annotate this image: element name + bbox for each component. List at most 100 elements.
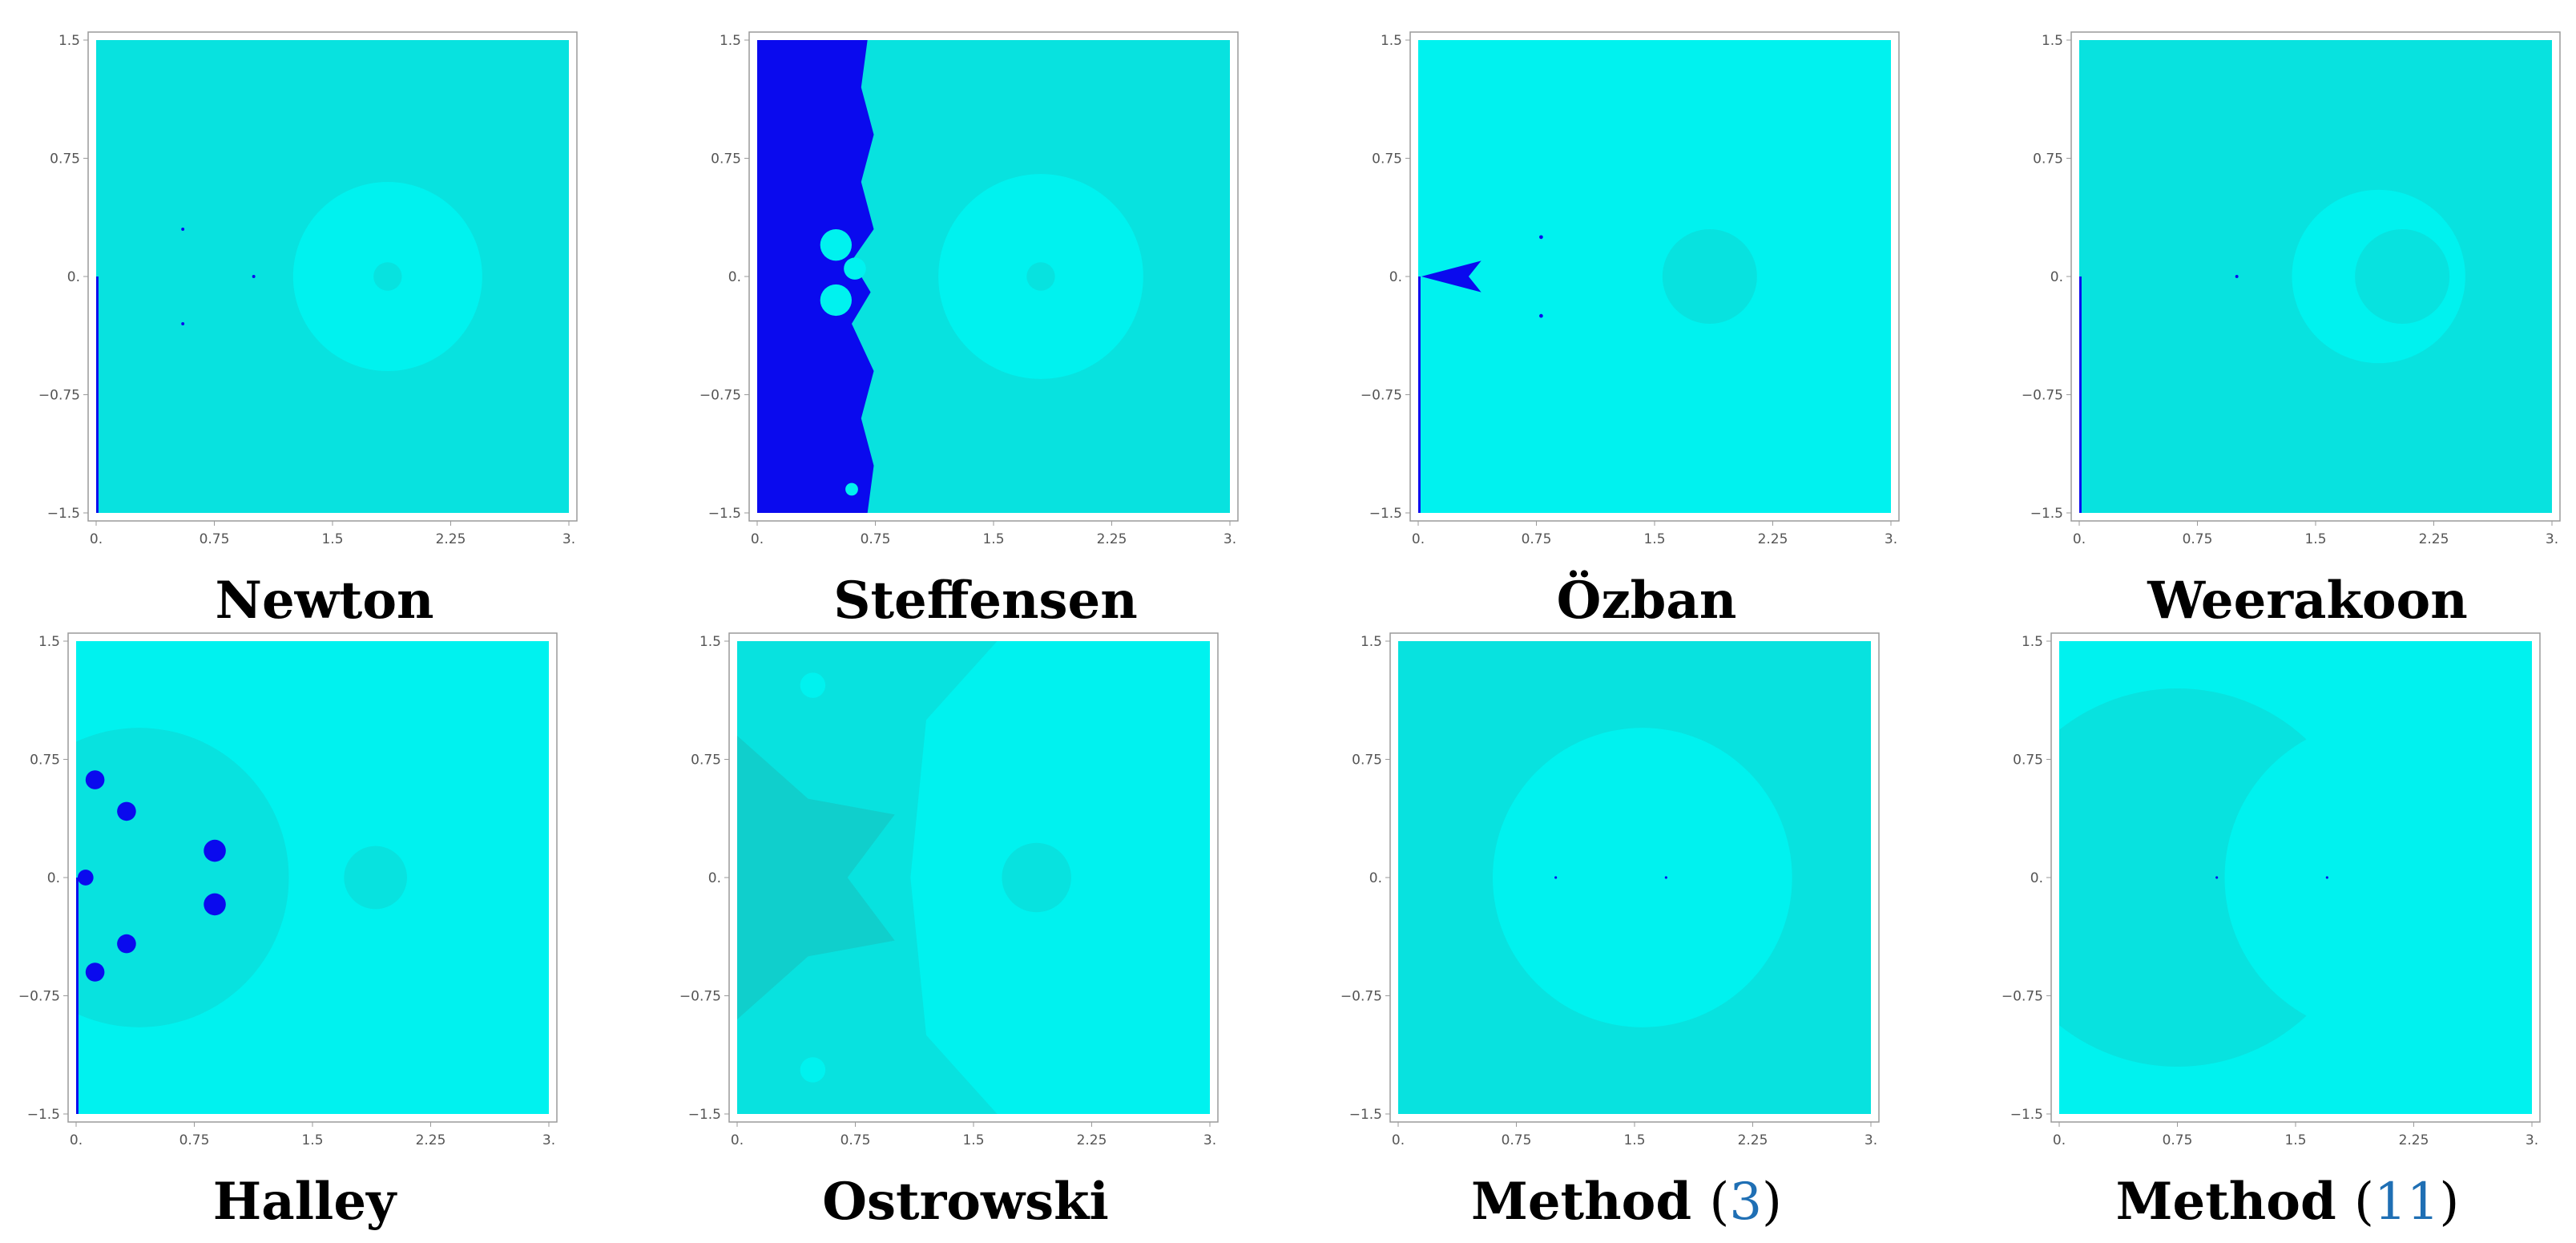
divergence-region	[85, 963, 105, 982]
basin-region	[1026, 262, 1055, 291]
caption-title: Method	[2115, 1172, 2336, 1232]
basin-panel-newton: 0. 0.75 1.5 2.25 3. 1.5 0.75 0. −0.75 −1.5 Newton	[38, 24, 637, 631]
basin-image	[1418, 40, 1891, 513]
basin-region	[76, 728, 289, 1027]
caption-ozban: Özban	[1366, 571, 1927, 631]
x-tick-label: 0.75	[861, 531, 891, 547]
x-tick-label: 0.	[70, 1132, 83, 1148]
divergence-region	[181, 228, 185, 231]
weerakoon-plot: 0. 0.75 1.5 2.25 3. 1.5 0.75 0. −0.75 −1.5	[2022, 31, 2561, 547]
caption-steffensen: Steffensen	[705, 571, 1266, 631]
y-tick-label: −1.5	[1349, 1107, 1382, 1123]
y-tick-label: 0.	[47, 870, 60, 886]
basin-region	[1002, 842, 1071, 913]
basin-panel-ostrowski: 0. 0.75 1.5 2.25 3. 1.5 0.75 0. −0.75 −1.5 Ostrow…	[679, 625, 1278, 1232]
y-tick-label: 0.	[67, 269, 80, 285]
caption-title: Halley	[212, 1172, 397, 1232]
basin-region	[844, 257, 866, 280]
method-11-plot: 0. 0.75 1.5 2.25 3. 1.5 0.75 0. −0.75 −1.5	[2002, 632, 2541, 1148]
divergence-region	[85, 770, 105, 789]
x-tick-label: 1.5	[1643, 531, 1665, 547]
y-tick-label: −1.5	[47, 506, 80, 522]
basin-background	[1418, 40, 1891, 513]
caption-weerakoon: Weerakoon	[2027, 571, 2576, 631]
basin-region	[737, 641, 998, 1114]
equation-ref-link[interactable]: 3	[1729, 1172, 1763, 1232]
x-tick-label: 1.5	[962, 1132, 984, 1148]
x-tick-label: 2.25	[1077, 1132, 1107, 1148]
y-tick-label: −0.75	[2002, 989, 2043, 1005]
divergence-region	[252, 275, 256, 278]
divergence-region	[2215, 876, 2219, 879]
divergence-region	[2235, 275, 2239, 278]
newton-plot: 0. 0.75 1.5 2.25 3. 1.5 0.75 0. −0.75 −1.5	[38, 31, 578, 547]
basin-panel-method-11: 0. 0.75 1.5 2.25 3. 1.5 0.75 0. −0.75 −1.5 Method…	[2002, 625, 2576, 1232]
x-tick-label: 3.	[1864, 1132, 1877, 1148]
basin-region	[1493, 728, 1792, 1027]
y-tick-label: 0.75	[2013, 753, 2043, 769]
divergence-region	[1539, 313, 1543, 318]
basin-image	[2079, 40, 2552, 513]
x-tick-label: 3.	[562, 531, 575, 547]
divergence-region	[204, 839, 226, 862]
y-tick-label: 1.5	[1361, 634, 1382, 650]
caption-title: Method	[1470, 1172, 1692, 1232]
basin-region	[373, 262, 402, 291]
caption-newton: Newton	[44, 571, 605, 631]
y-tick-label: 1.5	[720, 33, 741, 49]
y-tick-label: −1.5	[2030, 506, 2063, 522]
y-tick-label: 1.5	[1381, 33, 1402, 49]
basin-region	[800, 672, 826, 698]
basin-panel-weerakoon: 0. 0.75 1.5 2.25 3. 1.5 0.75 0. −0.75 −1.5 Weerak…	[2022, 24, 2576, 631]
y-tick-label: 0.	[708, 870, 721, 886]
y-tick-label: −0.75	[679, 989, 721, 1005]
x-tick-label: 1.5	[301, 1132, 323, 1148]
y-tick-label: 0.75	[30, 753, 60, 769]
x-tick-label: 0.	[1392, 1132, 1405, 1148]
caption-title: Weerakoon	[2147, 571, 2468, 631]
y-tick-label: 0.75	[1372, 151, 1402, 167]
y-tick-label: 0.	[2030, 870, 2043, 886]
x-tick-label: 0.	[90, 531, 103, 547]
x-tick-label: 0.	[1412, 531, 1425, 547]
basin-region	[2224, 720, 2532, 1035]
basin-panel-halley: 0. 0.75 1.5 2.25 3. 1.5 0.75 0. −0.75 −1.5 Halley	[18, 625, 617, 1232]
basin-image	[96, 40, 569, 513]
x-tick-label: 1.5	[2304, 531, 2326, 547]
basin-region	[800, 1057, 826, 1083]
basin-region	[737, 736, 895, 1019]
x-tick-label: 3.	[542, 1132, 555, 1148]
y-tick-label: 1.5	[2022, 634, 2043, 650]
x-tick-label: 2.25	[2399, 1132, 2429, 1148]
x-tick-label: 0.75	[2163, 1132, 2193, 1148]
divergence-region	[204, 893, 226, 916]
divergence-region	[181, 322, 185, 325]
x-tick-label: 3.	[1203, 1132, 1216, 1148]
divergence-region	[2079, 276, 2082, 513]
divergence-region	[1664, 876, 1667, 879]
basin-image	[737, 641, 1210, 1114]
basin-region	[820, 284, 852, 317]
caption-halley: Halley	[24, 1172, 585, 1232]
y-tick-label: −0.75	[1361, 388, 1402, 404]
basin-region	[344, 845, 407, 910]
equation-ref-link[interactable]: 11	[2373, 1172, 2440, 1232]
divergence-region	[1421, 260, 1482, 293]
caption-method-11: Method (11)	[2115, 1172, 2460, 1232]
x-tick-label: 1.5	[1623, 1132, 1645, 1148]
steffensen-plot: 0. 0.75 1.5 2.25 3. 1.5 0.75 0. −0.75 −1.5	[699, 31, 1239, 547]
y-tick-label: 0.	[2050, 269, 2063, 285]
x-tick-label: 3.	[2526, 1132, 2538, 1148]
y-tick-label: 0.	[1389, 269, 1402, 285]
y-tick-label: 0.75	[691, 753, 721, 769]
divergence-region	[77, 870, 94, 886]
y-tick-label: −1.5	[1369, 506, 1402, 522]
y-tick-label: −1.5	[2010, 1107, 2043, 1123]
basin-region	[2355, 229, 2450, 324]
y-tick-label: 1.5	[38, 634, 60, 650]
y-tick-label: −0.75	[38, 388, 80, 404]
divergence-region	[117, 801, 136, 821]
y-tick-label: 1.5	[58, 33, 80, 49]
x-tick-label: 0.75	[841, 1132, 871, 1148]
x-tick-label: 0.75	[2183, 531, 2213, 547]
